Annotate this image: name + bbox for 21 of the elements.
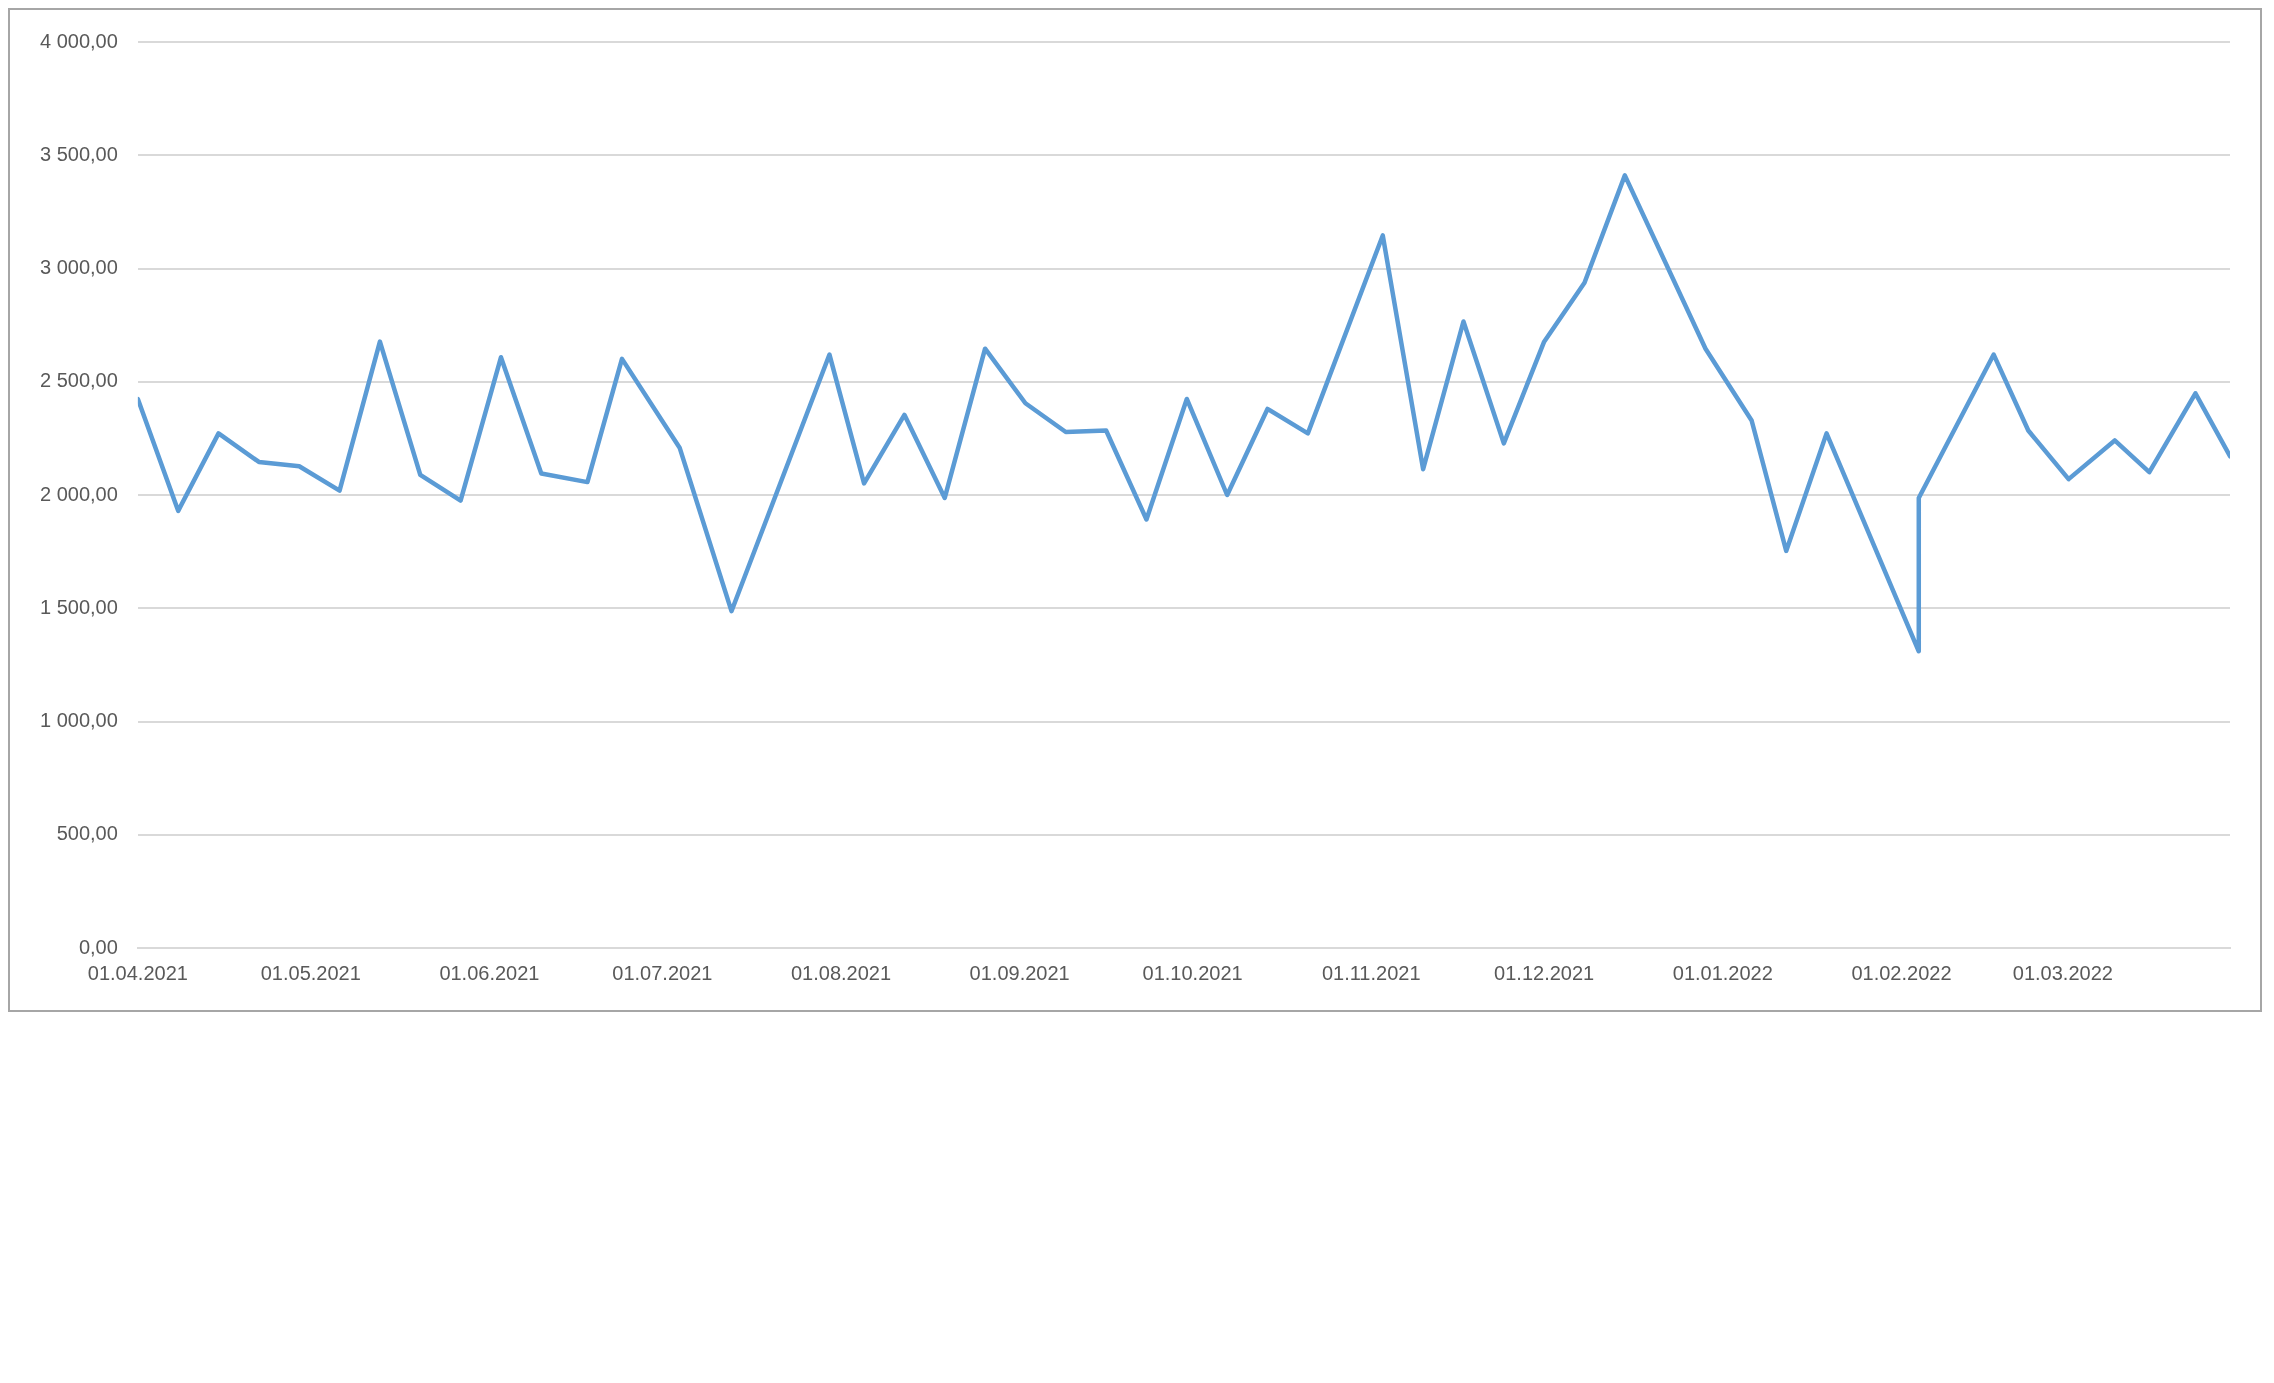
y-tick-label: 2 000,00 bbox=[39, 482, 118, 505]
x-tick-label: 01.12.2021 bbox=[1494, 961, 1595, 984]
x-tick-label: 01.03.2022 bbox=[2012, 961, 2113, 984]
x-tick-label: 01.01.2022 bbox=[1672, 961, 1773, 984]
y-tick-label: 500,00 bbox=[56, 822, 118, 845]
x-tick-label: 01.09.2021 bbox=[969, 961, 1070, 984]
x-tick-label: 01.07.2021 bbox=[612, 961, 713, 984]
x-tick-label: 01.05.2021 bbox=[260, 961, 361, 984]
y-tick-label: 2 500,00 bbox=[39, 369, 118, 392]
y-tick-label: 4 000,00 bbox=[39, 29, 118, 52]
x-tick-label: 01.08.2021 bbox=[790, 961, 892, 984]
y-tick-label: 3 000,00 bbox=[39, 256, 118, 279]
x-tick-label: 01.04.2021 bbox=[87, 961, 188, 984]
x-tick-label: 01.11.2021 bbox=[1321, 961, 1421, 984]
x-tick-label: 01.06.2021 bbox=[439, 961, 540, 984]
y-tick-label: 3 500,00 bbox=[39, 142, 118, 165]
y-tick-label: 0,00 bbox=[78, 935, 118, 958]
x-tick-label: 01.10.2021 bbox=[1142, 961, 1243, 984]
y-tick-label: 1 500,00 bbox=[39, 595, 118, 618]
x-tick-label: 01.02.2022 bbox=[1851, 961, 1952, 984]
y-tick-label: 1 000,00 bbox=[39, 709, 118, 732]
